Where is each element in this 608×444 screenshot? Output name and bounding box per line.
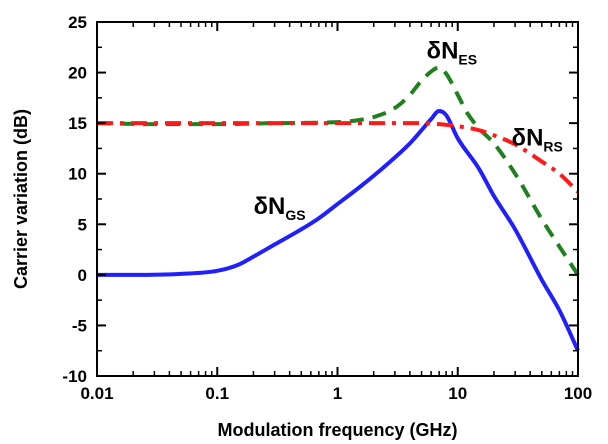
y-tick-label: -5 (72, 316, 87, 335)
y-tick-label: 10 (68, 165, 87, 184)
x-axis-label: Modulation frequency (GHz) (218, 420, 458, 440)
annotation-subscript: ES (458, 51, 477, 67)
x-tick-label: 100 (564, 384, 592, 403)
y-tick-label: 20 (68, 64, 87, 83)
y-tick-label: 5 (78, 215, 87, 234)
annotation-label-es: δNES (427, 37, 478, 67)
annotation-subscript: GS (285, 207, 305, 223)
series-line--n-rs (97, 121, 580, 194)
plot-lines (96, 65, 580, 352)
y-tick-label: -10 (62, 367, 87, 386)
y-tick-label: 25 (68, 13, 87, 32)
annotations: δNGS δNES δNRS (253, 37, 562, 223)
x-tick-label: 1 (333, 384, 342, 403)
annotation-label-gs: δNGS (253, 193, 305, 223)
x-tick-label: 10 (448, 384, 467, 403)
annotation-label-rs: δNRS (512, 124, 563, 154)
series-line--n-es (96, 65, 580, 276)
annotation-subscript: RS (543, 138, 562, 154)
y-tick-label: 15 (68, 114, 87, 133)
y-tick-label: 0 (78, 266, 87, 285)
x-tick-label: 0.1 (205, 384, 229, 403)
x-tick-label: 0.01 (80, 384, 113, 403)
axis-ticks: 0.01 0.1 1 10 100 -10 -5 0 5 10 15 20 25 (62, 13, 592, 403)
y-axis-label: Carrier variation (dB) (11, 109, 31, 289)
plot-frame (96, 21, 579, 377)
series-line--n-gs (97, 109, 580, 352)
